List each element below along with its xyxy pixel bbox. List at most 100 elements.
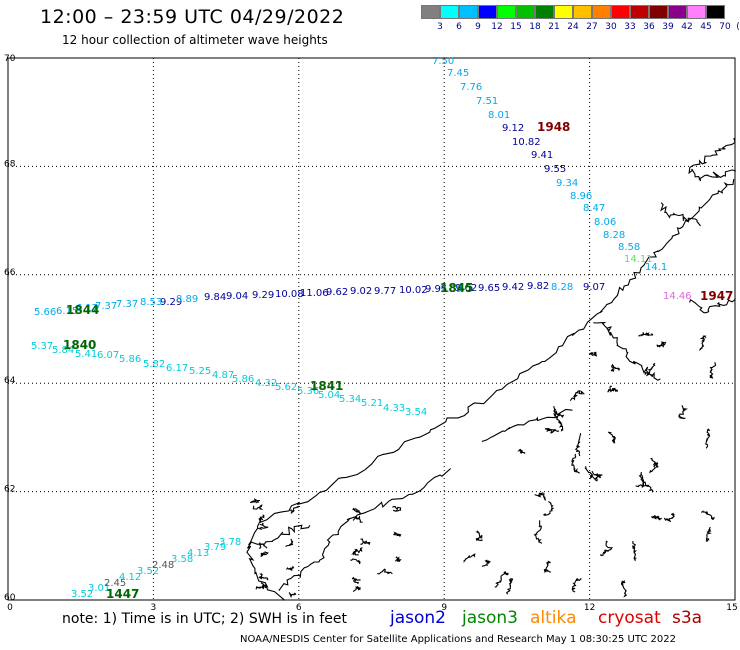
coastline-segment [517, 448, 526, 454]
satellite-legend-altika: altika [530, 608, 577, 628]
coastline-segment [660, 202, 701, 227]
wave-height-value: 9.59 [440, 284, 462, 295]
coastline-segment [709, 362, 717, 379]
coastline [246, 137, 736, 601]
wave-height-value: 10.08 [275, 289, 304, 300]
scale-label: 12 [491, 22, 503, 32]
plot-frame [7, 57, 736, 601]
lat-tick-label: 60 [4, 593, 16, 603]
lat-tick-label: 70 [4, 54, 16, 64]
wave-height-value: 9.42 [502, 282, 524, 293]
coastline-segment [698, 335, 707, 351]
wave-height-value: 9.82 [527, 281, 549, 292]
wave-height-value: 5.82 [143, 359, 165, 370]
coastline-segment [678, 405, 689, 420]
coastline-segment [260, 582, 269, 589]
wave-height-value: 8.28 [603, 230, 625, 241]
lat-tick-label: 64 [4, 376, 16, 386]
coastline-segment [607, 431, 617, 444]
wave-height-value: 9.12 [502, 123, 524, 134]
wave-height-value: 14.1 [645, 262, 667, 273]
wave-height-value: 5.41 [75, 349, 97, 360]
wave-height-value: 9.02 [350, 286, 372, 297]
coastline-segment [644, 362, 656, 378]
coastline-segment [395, 556, 402, 563]
wave-height-value: 8.06 [594, 217, 616, 228]
coastline-segment [533, 520, 543, 544]
coastline-segment [701, 510, 715, 520]
wave-height-value: 5.66 [34, 307, 56, 318]
coastline-segment [285, 538, 294, 547]
coastline-segment [246, 179, 735, 601]
coastline-segment [255, 585, 265, 590]
coastline-segment [593, 321, 661, 381]
scale-swatch [421, 5, 440, 19]
wave-height-value: 7.50 [432, 56, 454, 67]
coastline-segment [599, 540, 613, 557]
lon-tick-label: 12 [584, 603, 595, 613]
scale-label: 6 [456, 22, 462, 32]
wave-height-value: 10.82 [512, 137, 541, 148]
altimeter-tracks: 7.507.45 7.76 7.51 8.01 9.12 10.82 9.41 9.55 9.3… [31, 56, 692, 600]
wave-height-value: 11.06 [300, 288, 329, 299]
coastline-segment [571, 578, 582, 593]
credit-line: NOAA/NESDIS Center for Satellite Applica… [240, 634, 676, 645]
wave-height-value: 8.58 [618, 242, 640, 253]
pass-time-label: 1845 [440, 281, 473, 295]
satellite-legend-jason3: jason3 [462, 608, 518, 628]
scale-swatch [706, 5, 725, 19]
coastline-segment [705, 526, 712, 542]
coastline-segment [584, 466, 599, 482]
coastline-segment [534, 492, 546, 501]
lon-tick-label: 6 [296, 603, 302, 613]
pass-time-labels: 1948 1947 1844 1845 1840 1841 1447 [63, 120, 733, 601]
coastline-segment [258, 542, 268, 549]
wave-height-value: 9.62 [455, 283, 477, 294]
wave-height-value: 5.84 [52, 345, 74, 356]
wave-height-value: 7.45 [447, 68, 469, 79]
coastline-segment [635, 474, 646, 489]
scale-label: 30 [605, 22, 617, 32]
wave-height-value: 9.34 [556, 178, 578, 189]
map-subtitle: 12 hour collection of altimeter wave hei… [62, 33, 328, 47]
coastline-segment [689, 297, 736, 314]
wave-height-value: 8.53 [140, 297, 162, 308]
graticule [8, 58, 735, 600]
coastline-segment [588, 351, 598, 357]
coastline-segment [705, 428, 711, 449]
wave-height-value: 2.48 [152, 560, 174, 571]
scale-swatch [554, 5, 573, 19]
lat-tick-label: 68 [4, 159, 16, 169]
coastline-segment [481, 559, 491, 567]
wave-height-value: 9.95 [425, 284, 447, 295]
pass-time-label: 1844 [66, 303, 99, 317]
lon-tick-label: 0 [7, 603, 13, 613]
wave-height-value: 14.46 [663, 291, 692, 302]
coastline-segment [688, 137, 736, 182]
coastline-segment [286, 566, 295, 572]
scale-swatch [497, 5, 516, 19]
lat-tick-label: 62 [4, 485, 15, 495]
coastline-segment [288, 592, 297, 599]
coastline-segment [463, 552, 476, 564]
lon-tick-label: 9 [441, 603, 447, 613]
coastline-segment [574, 433, 582, 457]
coastline-segment [663, 512, 675, 523]
coastline-segment [481, 408, 573, 443]
coastline-segment [354, 547, 363, 554]
wave-height-value: 3.52 [137, 566, 159, 577]
coastline-segment [351, 507, 361, 515]
coastline-segment [607, 385, 619, 393]
wave-height-value: 9.84 [204, 292, 226, 303]
coastline-segment [544, 427, 560, 434]
coastline-segment [352, 515, 363, 523]
pass-time-label: 1447 [106, 587, 139, 601]
coastline-segment [249, 498, 260, 504]
satellite-legend-s3a: s3a [672, 608, 703, 628]
scale-unit: (ft) [736, 22, 740, 32]
coastline-segment [494, 571, 509, 588]
coastline-segment [258, 573, 269, 581]
wave-height-value: 3.01 [88, 583, 110, 594]
scale-swatch [459, 5, 478, 19]
scale-label: 15 [510, 22, 522, 32]
